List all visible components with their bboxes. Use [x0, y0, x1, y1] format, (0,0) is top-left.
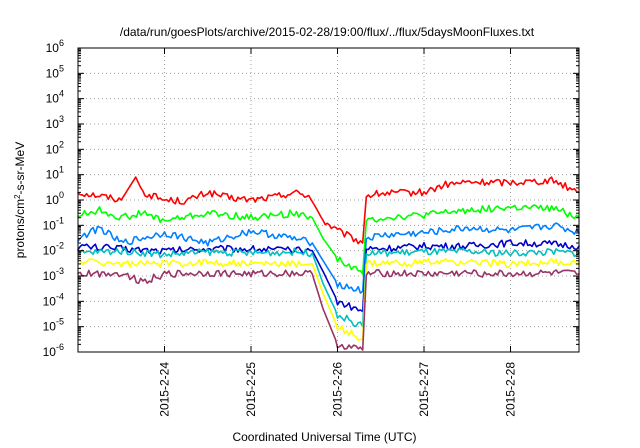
y-tick-label: 10-5 [43, 317, 64, 334]
y-axis-label-prefix: protons/cm [13, 199, 27, 258]
y-tick-label: 101 [46, 165, 64, 182]
series-line [77, 239, 580, 313]
x-tick-label: 2015-2-26 [331, 362, 345, 417]
series-line [77, 176, 580, 245]
axis-ticks [78, 47, 579, 353]
y-tick-label: 102 [46, 139, 64, 156]
y-tick-label: 10-1 [43, 215, 64, 232]
y-tick-label: 106 [46, 38, 64, 55]
x-tick-label: 2015-2-28 [504, 362, 518, 417]
y-tick-label: 10-2 [43, 241, 64, 258]
y-tick-label: 105 [46, 63, 64, 80]
y-tick-label: 103 [46, 114, 64, 131]
series-line [77, 222, 580, 294]
x-tick-label: 2015-2-24 [158, 362, 172, 417]
chart-title: /data/run/goesPlots/archive/2015-02-28/1… [120, 25, 535, 39]
y-tick-label: 10-3 [43, 266, 64, 283]
y-tick-label: 10-4 [43, 291, 64, 308]
series-line [77, 204, 580, 275]
x-tick-label: 2015-2-27 [417, 362, 431, 417]
y-tick-labels: 10-6 10-5 10-4 10-3 10-2 10-1 100 101 102 103 104 1… [43, 38, 64, 359]
series-line [77, 269, 580, 351]
series-line [77, 258, 580, 341]
y-tick-label: 100 [46, 190, 64, 207]
x-axis-label: Coordinated Universal Time (UTC) [232, 430, 416, 444]
y-axis-label-sup: 2 [13, 194, 22, 199]
series-line [77, 246, 580, 328]
x-tick-label: 2015-2-25 [244, 362, 258, 417]
y-axis-label-suffix: -s-sr-MeV [13, 142, 27, 195]
x-tick-labels: 2015-2-24 2015-2-25 2015-2-26 2015-2-27 2015… [158, 362, 518, 417]
data-series [77, 176, 580, 351]
y-axis-label: protons/cm2-s-sr-MeV [13, 142, 28, 258]
y-tick-label: 104 [46, 89, 64, 106]
y-tick-label: 10-6 [43, 342, 64, 359]
